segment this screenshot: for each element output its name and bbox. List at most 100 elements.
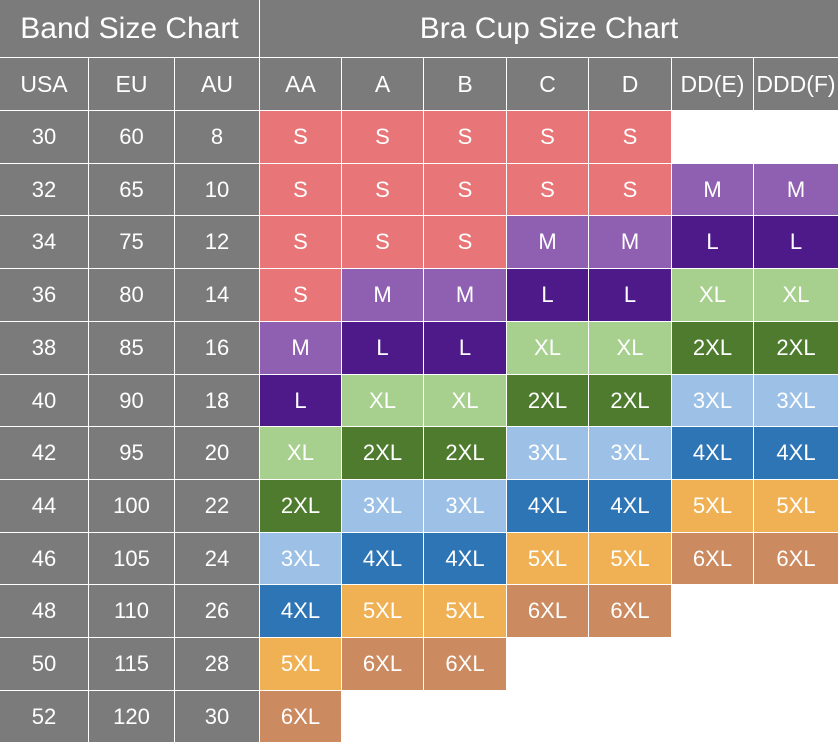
band-usa-cell: 46 — [0, 533, 89, 585]
size-cell-2xl: 2XL — [342, 427, 424, 480]
size-cell-5xl: 5XL — [260, 638, 342, 691]
cup-header-dde: DD(E) — [672, 58, 754, 111]
band-eu-cell: 100 — [89, 480, 175, 533]
band-eu-cell: 110 — [89, 585, 175, 638]
size-cell-xl: XL — [260, 427, 342, 480]
size-cell-3xl: 3XL — [424, 480, 507, 533]
band-eu-cell: 75 — [89, 216, 175, 269]
size-cell-4xl: 4XL — [424, 533, 507, 585]
band-eu-cell: 95 — [89, 427, 175, 480]
size-cell-m: M — [754, 164, 839, 216]
size-cell-m: M — [672, 164, 754, 216]
size-cell-xl: XL — [754, 269, 839, 322]
size-cell-6xl: 6XL — [672, 533, 754, 585]
band-header-au: AU — [175, 58, 260, 111]
size-cell-2xl: 2XL — [754, 322, 839, 375]
band-header-eu: EU — [89, 58, 175, 111]
size-cell-m: M — [589, 216, 672, 269]
size-cell-4xl: 4XL — [754, 427, 839, 480]
band-eu-cell: 85 — [89, 322, 175, 375]
size-cell-s: S — [260, 164, 342, 216]
band-usa-cell: 50 — [0, 638, 89, 691]
size-cell-3xl: 3XL — [342, 480, 424, 533]
cup-header-a: A — [342, 58, 424, 111]
size-cell-3xl: 3XL — [260, 533, 342, 585]
band-au-cell: 28 — [175, 638, 260, 691]
size-cell-2xl: 2XL — [260, 480, 342, 533]
size-cell-4xl: 4XL — [260, 585, 342, 638]
size-cell-2xl: 2XL — [672, 322, 754, 375]
size-cell-s: S — [424, 216, 507, 269]
cup-header-dddf: DDD(F) — [754, 58, 839, 111]
size-cell-3xl: 3XL — [754, 375, 839, 427]
cup-header-aa: AA — [260, 58, 342, 111]
cup-header-c: C — [507, 58, 589, 111]
band-usa-cell: 42 — [0, 427, 89, 480]
band-usa-cell: 32 — [0, 164, 89, 216]
size-cell-l: L — [672, 216, 754, 269]
size-cell-6xl: 6XL — [589, 585, 672, 638]
band-usa-cell: 30 — [0, 111, 89, 164]
size-cell-l: L — [260, 375, 342, 427]
band-eu-cell: 65 — [89, 164, 175, 216]
size-cell-m: M — [424, 269, 507, 322]
band-au-cell: 18 — [175, 375, 260, 427]
size-cell-3xl: 3XL — [672, 375, 754, 427]
size-cell-s: S — [589, 164, 672, 216]
size-cell-5xl: 5XL — [507, 533, 589, 585]
band-usa-cell: 48 — [0, 585, 89, 638]
size-cell-2xl: 2XL — [589, 375, 672, 427]
cup-size-title: Bra Cup Size Chart — [260, 0, 839, 58]
size-cell-4xl: 4XL — [589, 480, 672, 533]
band-size-title: Band Size Chart — [0, 0, 260, 58]
size-cell-l: L — [424, 322, 507, 375]
band-au-cell: 24 — [175, 533, 260, 585]
size-cell-5xl: 5XL — [342, 585, 424, 638]
band-usa-cell: 34 — [0, 216, 89, 269]
size-cell-l: L — [589, 269, 672, 322]
band-usa-cell: 38 — [0, 322, 89, 375]
size-cell-6xl: 6XL — [754, 533, 839, 585]
size-cell-l: L — [754, 216, 839, 269]
size-cell-s: S — [507, 164, 589, 216]
size-cell-s: S — [589, 111, 672, 164]
size-cell-xl: XL — [507, 322, 589, 375]
size-cell-4xl: 4XL — [672, 427, 754, 480]
size-cell-xl: XL — [424, 375, 507, 427]
size-cell-m: M — [260, 322, 342, 375]
band-au-cell: 30 — [175, 691, 260, 743]
size-cell-5xl: 5XL — [424, 585, 507, 638]
size-cell-l: L — [342, 322, 424, 375]
band-au-cell: 12 — [175, 216, 260, 269]
band-eu-cell: 80 — [89, 269, 175, 322]
size-cell-s: S — [507, 111, 589, 164]
band-au-cell: 26 — [175, 585, 260, 638]
size-cell-2xl: 2XL — [507, 375, 589, 427]
size-cell-3xl: 3XL — [507, 427, 589, 480]
size-cell-s: S — [260, 216, 342, 269]
band-au-cell: 10 — [175, 164, 260, 216]
size-cell-s: S — [342, 216, 424, 269]
band-usa-cell: 40 — [0, 375, 89, 427]
band-au-cell: 14 — [175, 269, 260, 322]
size-cell-s: S — [342, 111, 424, 164]
band-usa-cell: 52 — [0, 691, 89, 743]
size-cell-4xl: 4XL — [507, 480, 589, 533]
size-cell-6xl: 6XL — [424, 638, 507, 691]
size-cell-s: S — [260, 111, 342, 164]
size-cell-6xl: 6XL — [342, 638, 424, 691]
size-cell-xl: XL — [342, 375, 424, 427]
size-cell-s: S — [260, 269, 342, 322]
size-cell-xl: XL — [672, 269, 754, 322]
band-usa-cell: 44 — [0, 480, 89, 533]
size-cell-m: M — [342, 269, 424, 322]
band-au-cell: 8 — [175, 111, 260, 164]
band-au-cell: 22 — [175, 480, 260, 533]
size-cell-5xl: 5XL — [672, 480, 754, 533]
size-cell-s: S — [424, 164, 507, 216]
band-au-cell: 20 — [175, 427, 260, 480]
size-cell-6xl: 6XL — [507, 585, 589, 638]
band-eu-cell: 60 — [89, 111, 175, 164]
size-cell-5xl: 5XL — [589, 533, 672, 585]
size-cell-s: S — [424, 111, 507, 164]
